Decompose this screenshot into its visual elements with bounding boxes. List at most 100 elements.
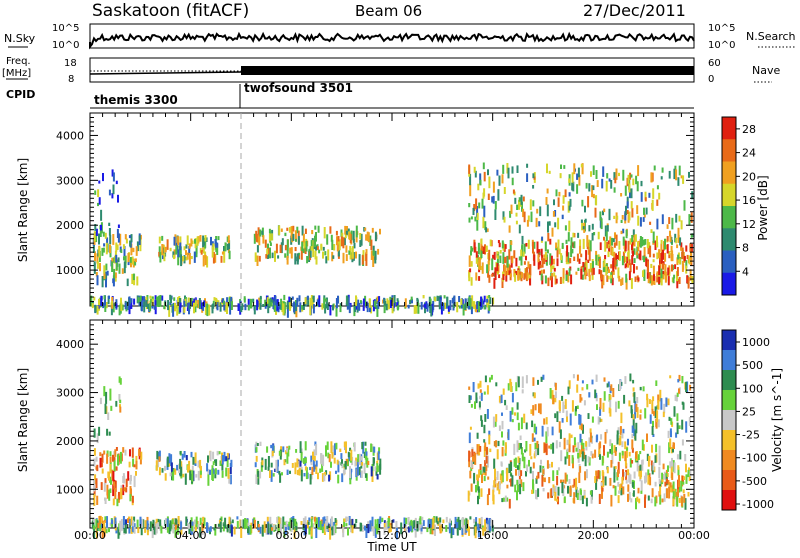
range-gate-cell xyxy=(659,389,662,402)
range-gate-cell xyxy=(383,298,386,306)
range-gate-cell xyxy=(349,447,352,451)
range-gate-cell xyxy=(115,466,118,471)
freq-band-twofsound xyxy=(241,66,694,75)
range-gate-cell xyxy=(601,278,604,289)
range-gate-cell xyxy=(633,248,636,255)
range-gate-cell xyxy=(670,447,673,454)
range-gate-cell xyxy=(113,481,116,486)
range-gate-cell xyxy=(635,451,637,459)
range-gate-cell xyxy=(647,475,650,485)
range-gate-cell xyxy=(304,457,307,464)
range-gate-cell xyxy=(554,382,557,391)
range-gate-cell xyxy=(159,252,162,263)
range-gate-cell xyxy=(105,263,108,271)
range-gate-cell xyxy=(199,467,202,475)
range-gate-cell xyxy=(262,304,265,307)
range-gate-cell xyxy=(470,404,473,408)
range-gate-cell xyxy=(326,234,329,245)
range-gate-cell xyxy=(349,474,352,485)
range-gate-cell xyxy=(487,169,489,176)
nave-label: Nave xyxy=(752,64,780,77)
range-gate-cell xyxy=(136,276,139,286)
range-gate-cell xyxy=(594,389,597,399)
range-gate-cell xyxy=(561,418,564,423)
range-gate-cell xyxy=(310,525,313,537)
range-gate-cell xyxy=(295,525,298,531)
range-gate-cell xyxy=(312,523,315,529)
range-gate-cell xyxy=(568,479,571,484)
range-gate-cell xyxy=(581,222,584,231)
range-gate-cell xyxy=(571,455,574,464)
range-gate-cell xyxy=(676,454,679,460)
range-gate-cell xyxy=(621,277,624,285)
range-gate-cell xyxy=(654,481,657,487)
range-gate-cell xyxy=(101,453,104,463)
range-gate-cell xyxy=(686,254,689,260)
range-gate-cell xyxy=(568,380,571,389)
range-gate-cell xyxy=(307,521,310,525)
range-gate-cell xyxy=(369,304,371,313)
range-gate-cell xyxy=(516,402,519,410)
range-gate-cell xyxy=(119,406,122,413)
range-gate-cell xyxy=(573,478,576,486)
range-gate-cell xyxy=(191,469,194,482)
range-gate-cell xyxy=(476,212,479,220)
range-gate-cell xyxy=(578,414,581,425)
range-gate-cell xyxy=(506,266,509,275)
range-gate-cell xyxy=(244,303,247,311)
range-gate-cell xyxy=(169,472,172,477)
range-gate-cell xyxy=(547,233,550,242)
range-gate-cell xyxy=(477,383,480,389)
range-gate-cell xyxy=(587,196,590,208)
range-gate-cell xyxy=(494,201,497,210)
range-gate-cell xyxy=(279,473,282,483)
range-gate-cell xyxy=(347,527,349,536)
range-gate-cell xyxy=(624,441,627,450)
range-gate-cell xyxy=(310,516,313,520)
range-gate-cell xyxy=(550,255,553,265)
range-gate-cell xyxy=(220,255,223,263)
range-gate-cell xyxy=(575,486,578,497)
range-gate-cell xyxy=(491,273,494,277)
range-gate-cell xyxy=(522,482,525,492)
range-gate-cell xyxy=(613,472,616,483)
range-gate-cell xyxy=(345,230,348,235)
range-gate-cell xyxy=(374,256,377,264)
range-gate-cell xyxy=(606,451,609,458)
range-gate-cell xyxy=(533,453,536,459)
range-gate-cell xyxy=(109,456,112,463)
range-gate-cell xyxy=(160,525,163,534)
range-gate-cell xyxy=(468,203,471,208)
range-gate-cell xyxy=(562,401,565,413)
range-gate-cell xyxy=(115,180,118,185)
range-gate-cell xyxy=(385,303,388,311)
range-gate-cell xyxy=(300,451,303,463)
range-gate-cell xyxy=(246,519,249,529)
range-gate-cell xyxy=(93,479,96,492)
range-gate-cell xyxy=(652,188,655,199)
range-gate-cell xyxy=(590,171,592,177)
range-gate-cell xyxy=(127,518,129,523)
range-gate-cell xyxy=(586,235,589,247)
range-gate-cell xyxy=(498,242,501,248)
range-gate-cell xyxy=(602,210,604,216)
range-gate-cell xyxy=(673,442,675,449)
range-gate-cell xyxy=(255,441,258,449)
range-gate-cell xyxy=(392,519,395,523)
range-gate-cell xyxy=(480,392,483,401)
range-gate-cell xyxy=(265,526,268,535)
range-gate-cell xyxy=(256,299,259,311)
range-gate-cell xyxy=(621,476,624,485)
range-gate-cell xyxy=(469,184,472,197)
range-gate-cell xyxy=(419,522,422,528)
range-gate-cell xyxy=(629,238,632,245)
range-gate-cell xyxy=(520,447,523,455)
range-gate-cell xyxy=(302,517,305,525)
range-gate-cell xyxy=(576,253,579,262)
range-gate-cell xyxy=(515,382,518,392)
range-gate-cell xyxy=(580,439,583,446)
range-gate-cell xyxy=(472,382,475,393)
range-gate-cell xyxy=(104,498,107,504)
range-gate-cell xyxy=(579,394,582,403)
